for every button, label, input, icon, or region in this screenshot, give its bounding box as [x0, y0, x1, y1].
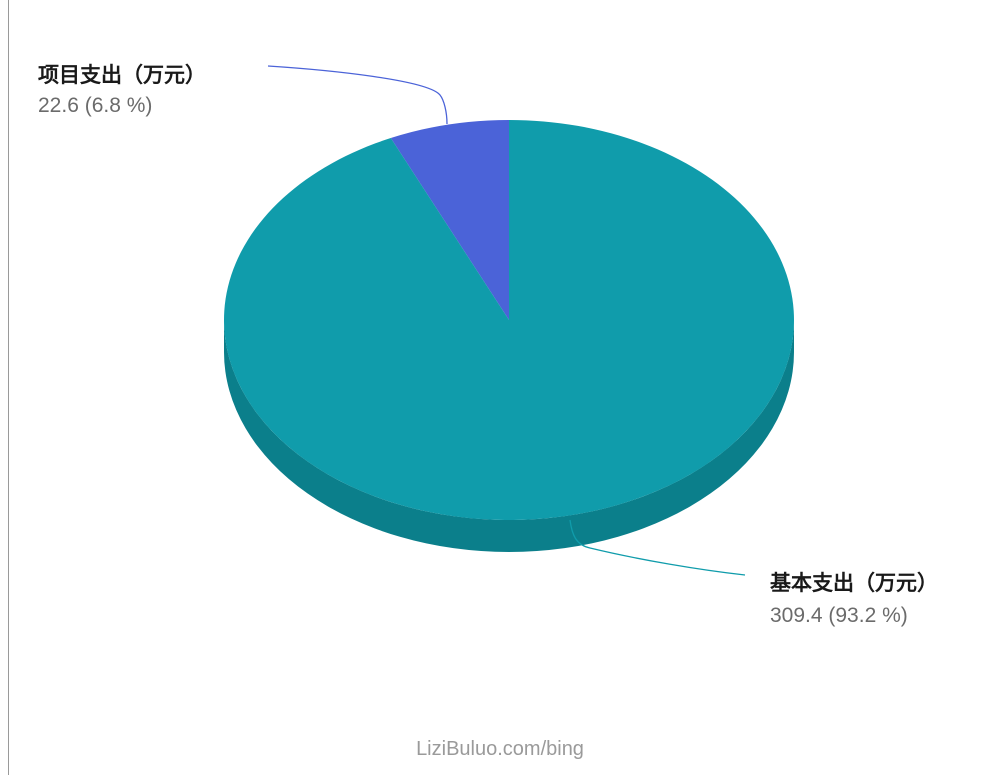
pie-depth-layer [224, 320, 794, 552]
slice-labels: 项目支出（万元） 22.6 (6.8 %) 基本支出（万元） 309.4 (93.2 … [38, 63, 938, 627]
slice-0-top[interactable] [390, 120, 509, 320]
slice-0-label-value: 22.6 (6.8 %) [38, 94, 152, 117]
pie-top-layer [223, 120, 795, 520]
frame-left-border [8, 0, 9, 775]
slice-0-label-name: 项目支出（万元） [38, 63, 206, 87]
slice-1-side [224, 320, 794, 552]
slice-1-top[interactable] [223, 120, 795, 520]
slice-0-leader-line [267, 65, 448, 125]
slice-1-label-name: 基本支出（万元） [770, 571, 938, 595]
slice-1-label-value: 309.4 (93.2 %) [770, 604, 908, 627]
leader-lines [267, 65, 746, 576]
slice-1-leader-line [569, 519, 746, 576]
watermark-text: LiziBuluo.com/bing [416, 738, 584, 760]
